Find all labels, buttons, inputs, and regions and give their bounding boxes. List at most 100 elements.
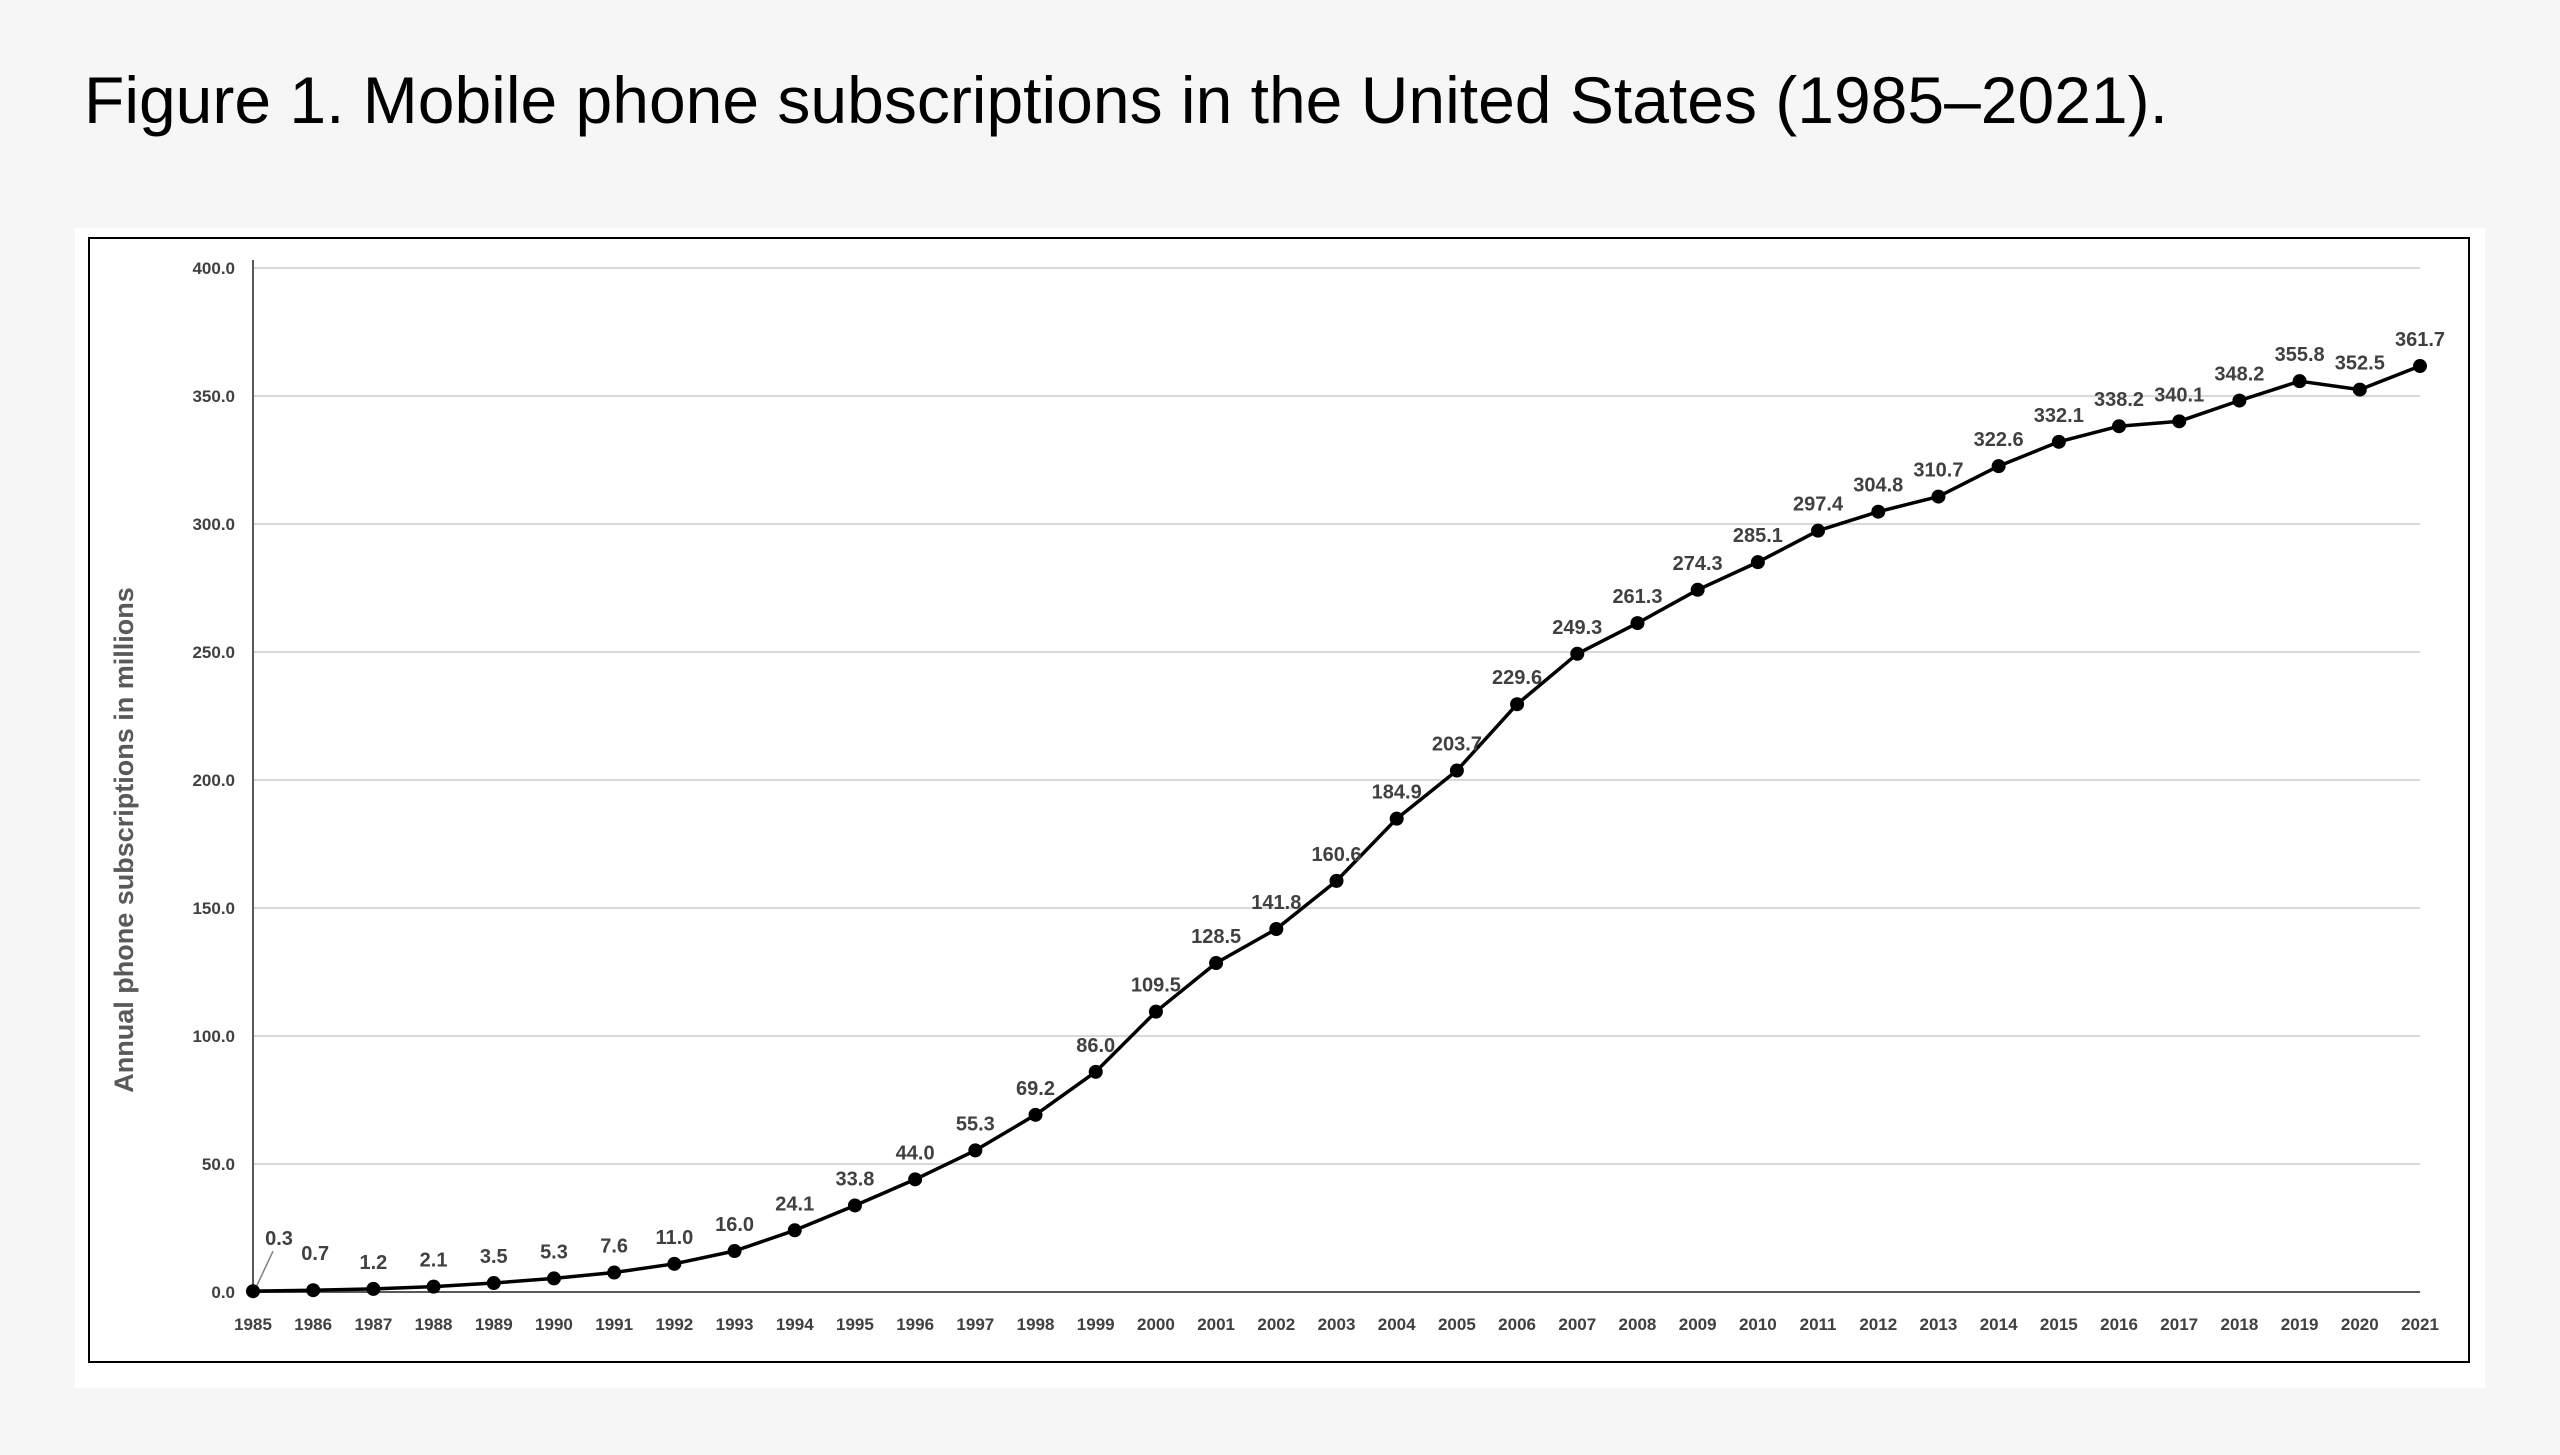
x-tick-label: 2009 — [1679, 1315, 1717, 1334]
data-point — [1871, 504, 1886, 519]
data-label: 0.3 — [265, 1228, 293, 1250]
data-point — [787, 1223, 802, 1238]
axes — [252, 260, 2420, 1293]
x-tick-label: 2014 — [1980, 1315, 2018, 1334]
data-label: 0.7 — [301, 1243, 329, 1265]
data-label: 141.8 — [1251, 892, 1301, 914]
data-point — [1088, 1064, 1103, 1079]
y-tick-label: 200.0 — [192, 771, 235, 790]
data-label: 55.3 — [956, 1113, 995, 1135]
data-label: 203.7 — [1432, 734, 1482, 756]
x-tick-label: 2019 — [2281, 1315, 2319, 1334]
data-label: 332.1 — [2034, 405, 2084, 427]
x-tick-label: 1986 — [294, 1315, 332, 1334]
data-label: 1.2 — [359, 1252, 387, 1274]
data-point — [366, 1281, 381, 1296]
data-label: 44.0 — [896, 1142, 935, 1164]
data-labels: 0.3 0.7 1.2 2.1 3.5 5.3 7.6 11.0 16.0 24.1 33.8 44.… — [256, 329, 2445, 1286]
x-tick-label: 1985 — [234, 1315, 272, 1334]
chart-frame — [88, 237, 2470, 1363]
data-label: 86.0 — [1076, 1035, 1115, 1057]
x-tick-label: 2010 — [1739, 1315, 1777, 1334]
data-point — [426, 1279, 441, 1294]
x-tick-label: 2000 — [1137, 1315, 1175, 1334]
x-tick-label: 1991 — [595, 1315, 633, 1334]
y-tick-labels: 0.0 50.0 100.0 150.0 200.0 250.0 300.0 350.0 400… — [192, 259, 235, 1302]
data-label: 7.6 — [600, 1236, 628, 1258]
data-point — [2352, 382, 2367, 397]
y-tick-label: 100.0 — [192, 1027, 235, 1046]
data-point — [908, 1172, 923, 1187]
x-tick-label: 2013 — [1920, 1315, 1958, 1334]
x-tick-label: 2011 — [1800, 1315, 1837, 1334]
data-point — [1811, 523, 1826, 538]
data-point — [2292, 374, 2307, 389]
data-label: 361.7 — [2395, 329, 2445, 351]
x-tick-label: 2017 — [2160, 1315, 2198, 1334]
data-label: 33.8 — [835, 1168, 874, 1190]
figure-caption: Figure 1. Mobile phone subscriptions in … — [84, 63, 2168, 137]
data-point — [2051, 434, 2066, 449]
data-point — [1690, 582, 1705, 597]
series-markers — [246, 359, 2427, 1299]
data-point — [306, 1283, 321, 1298]
data-point — [2172, 414, 2187, 429]
data-point — [1630, 616, 1645, 631]
x-tick-label: 2003 — [1318, 1315, 1356, 1334]
x-tick-label: 1988 — [415, 1315, 453, 1334]
x-tick-label: 2001 — [1197, 1315, 1235, 1334]
x-tick-label: 2002 — [1257, 1315, 1295, 1334]
x-tick-label: 1999 — [1077, 1315, 1115, 1334]
x-tick-label: 2018 — [2221, 1315, 2259, 1334]
data-label: 229.6 — [1492, 667, 1542, 689]
data-label: 310.7 — [1913, 460, 1963, 482]
x-tick-label: 1990 — [535, 1315, 573, 1334]
data-point — [607, 1265, 622, 1280]
line-chart: 0.0 50.0 100.0 150.0 200.0 250.0 300.0 350.0 400… — [88, 237, 2470, 1363]
x-tick-label: 1997 — [956, 1315, 994, 1334]
x-tick-label: 2021 — [2401, 1315, 2439, 1334]
data-label: 297.4 — [1793, 494, 1844, 516]
x-tick-label: 1993 — [716, 1315, 754, 1334]
x-tick-label: 2020 — [2341, 1315, 2379, 1334]
data-point — [847, 1198, 862, 1213]
data-point — [486, 1276, 501, 1291]
x-tick-label: 1992 — [655, 1315, 693, 1334]
data-label: 249.3 — [1552, 617, 1602, 639]
x-tick-label: 2007 — [1558, 1315, 1596, 1334]
data-label: 348.2 — [2214, 364, 2264, 386]
data-point — [246, 1284, 260, 1299]
x-tick-label: 2008 — [1619, 1315, 1657, 1334]
data-point — [1329, 873, 1344, 888]
data-point — [1931, 489, 1946, 504]
data-label: 69.2 — [1016, 1078, 1055, 1100]
x-tick-label: 1995 — [836, 1315, 874, 1334]
data-label: 5.3 — [540, 1241, 568, 1263]
data-point — [1209, 956, 1224, 971]
data-point — [546, 1271, 561, 1286]
x-tick-label: 2012 — [1859, 1315, 1897, 1334]
data-point — [2232, 393, 2247, 408]
data-label: 322.6 — [1974, 429, 2024, 451]
x-tick-label: 2005 — [1438, 1315, 1476, 1334]
data-point — [1991, 459, 2006, 474]
x-tick-label: 2015 — [2040, 1315, 2078, 1334]
data-point — [1028, 1107, 1043, 1122]
data-label: 355.8 — [2275, 344, 2325, 366]
data-point — [2413, 359, 2427, 374]
data-point — [1148, 1004, 1163, 1019]
y-tick-label: 150.0 — [192, 899, 235, 918]
y-tick-label: 350.0 — [192, 387, 235, 406]
x-tick-label: 1987 — [354, 1315, 392, 1334]
x-tick-label: 1998 — [1017, 1315, 1055, 1334]
data-label: 16.0 — [715, 1214, 754, 1236]
data-point — [1510, 697, 1525, 712]
y-tick-label: 250.0 — [192, 643, 235, 662]
x-tick-label: 1989 — [475, 1315, 513, 1334]
data-label: 11.0 — [655, 1227, 693, 1249]
data-label: 338.2 — [2094, 389, 2144, 411]
data-label: 128.5 — [1191, 926, 1241, 948]
data-label: 109.5 — [1131, 975, 1181, 997]
data-label: 352.5 — [2335, 353, 2385, 375]
x-tick-label: 1994 — [776, 1315, 814, 1334]
